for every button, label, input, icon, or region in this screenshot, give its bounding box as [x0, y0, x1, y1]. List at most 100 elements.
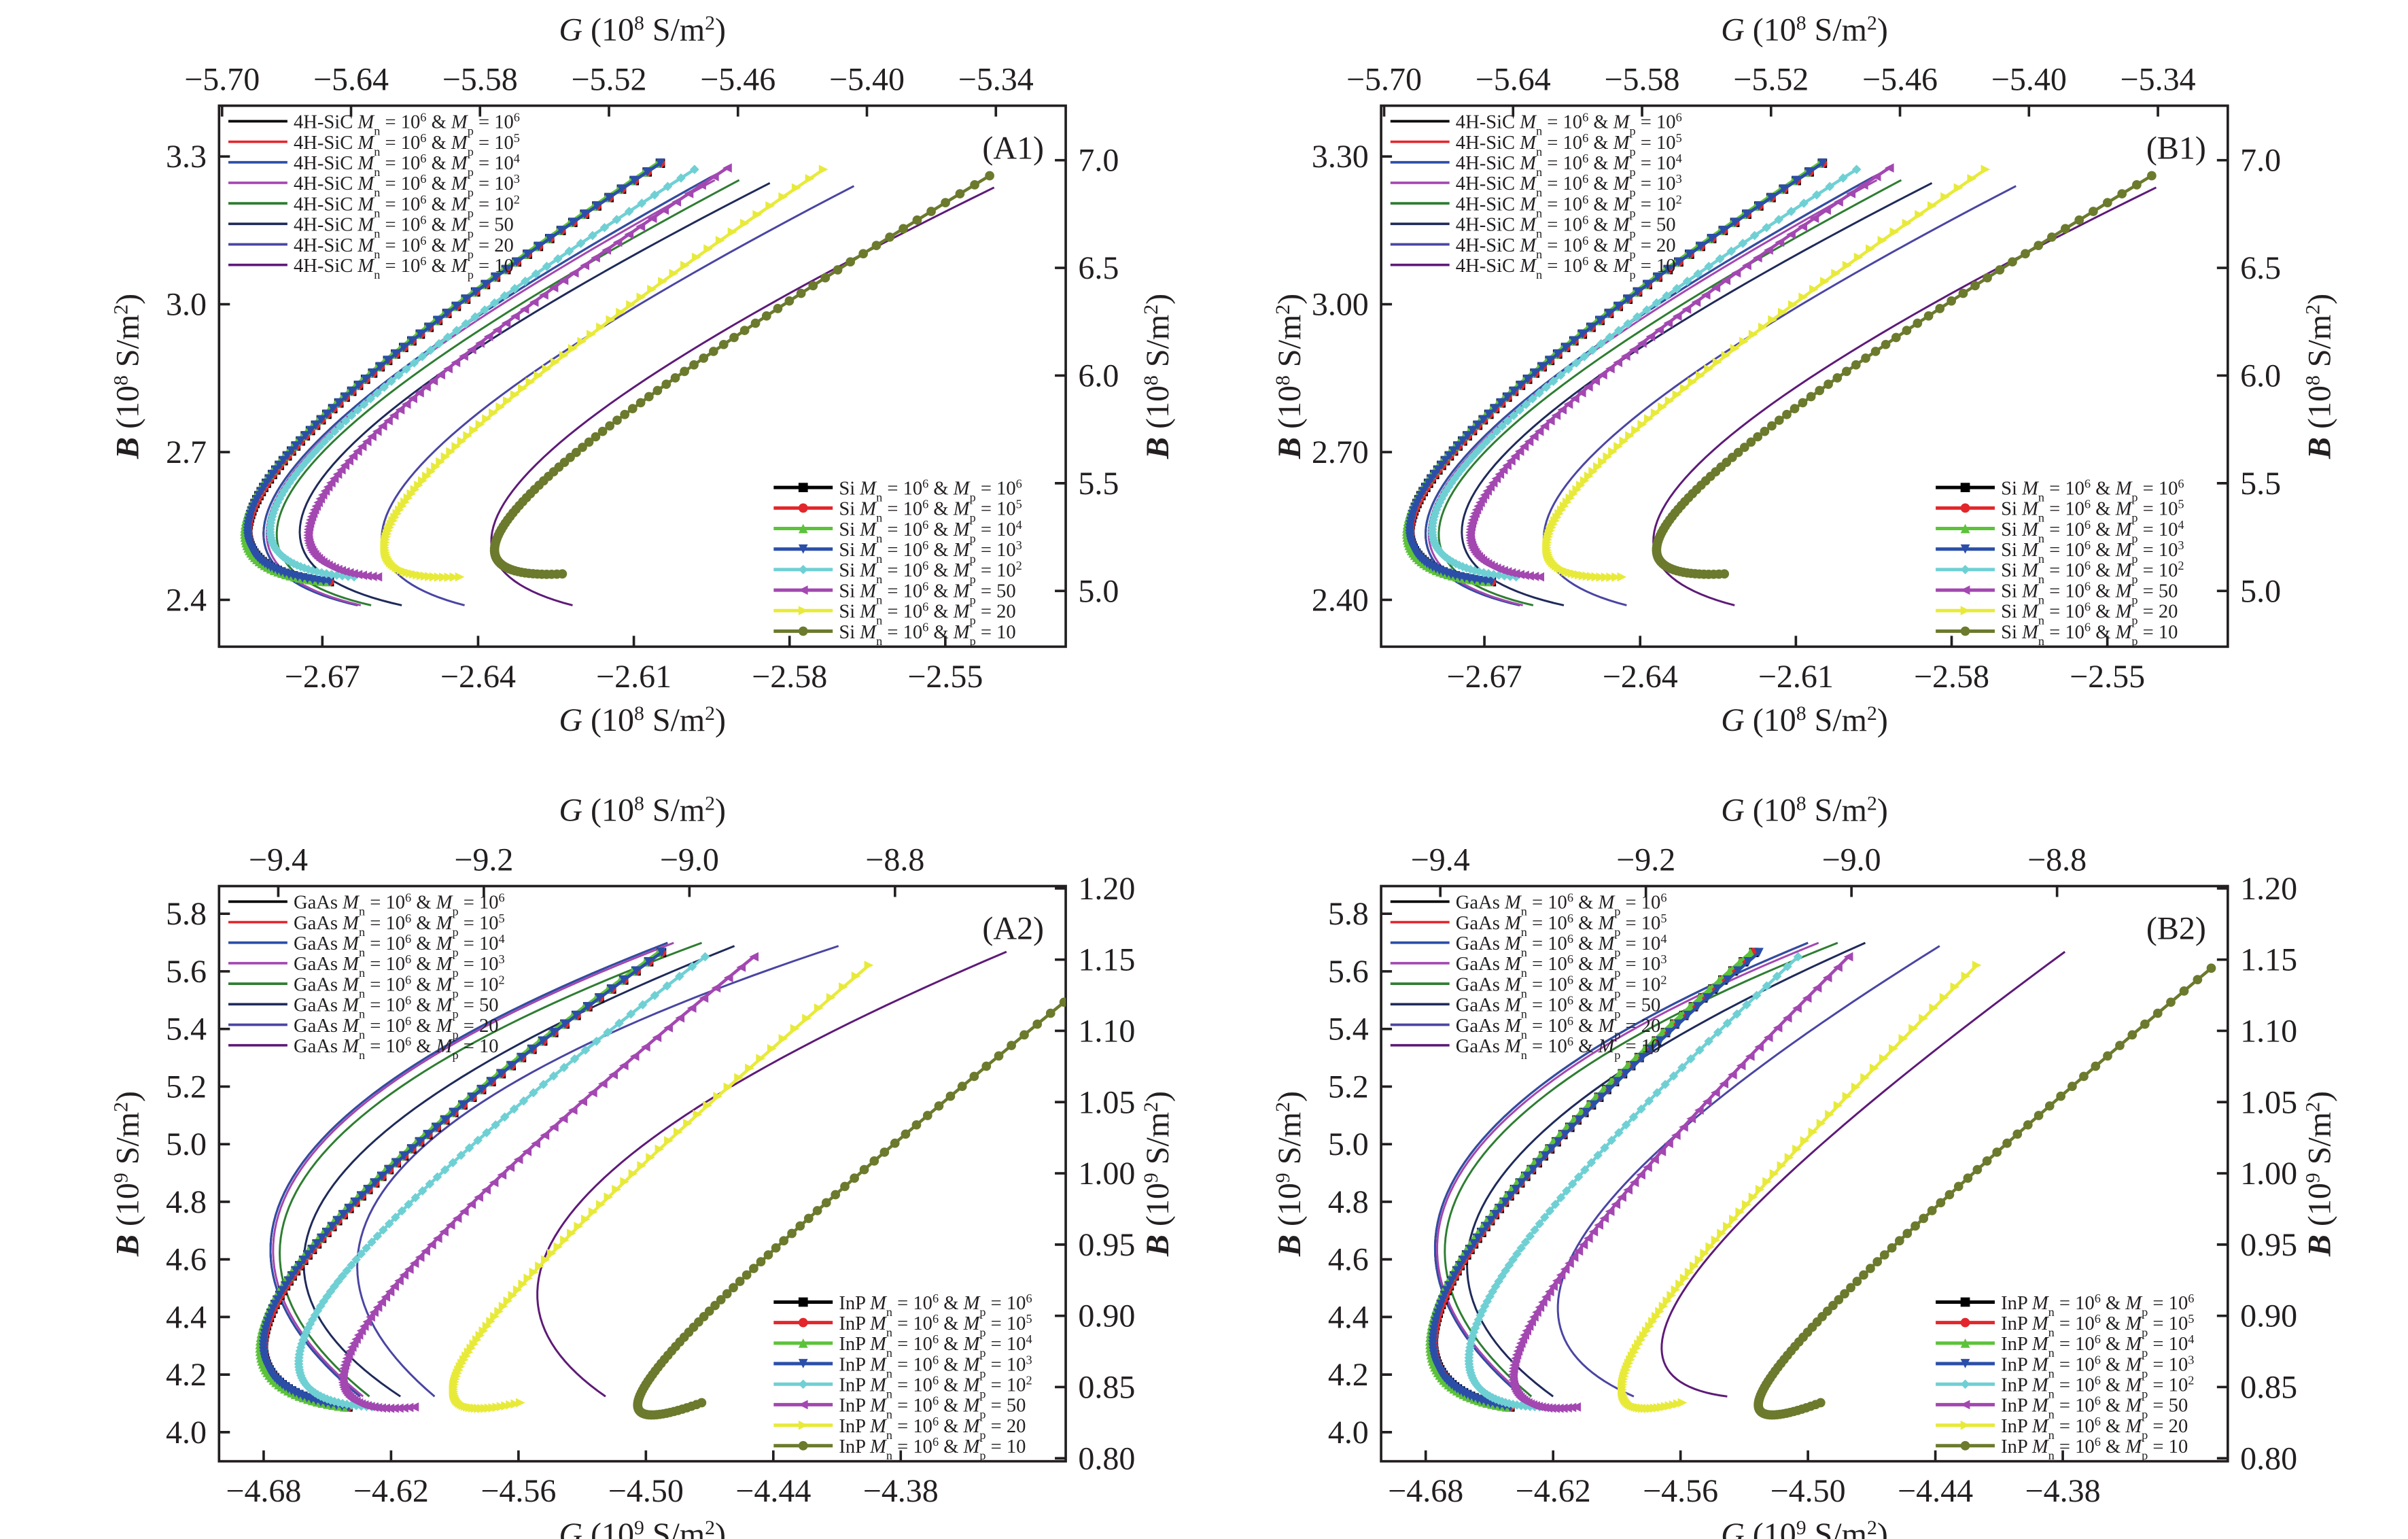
data-point [1923, 311, 1934, 321]
legend-label-part: 2 [514, 192, 520, 206]
data-point [482, 414, 491, 424]
data-point [1939, 992, 1949, 1003]
x-bottom-tick-label: −2.67 [285, 659, 360, 695]
legend-label-part: InP [839, 1396, 870, 1417]
data-point [569, 268, 579, 278]
x-top-tick-label: −8.8 [2027, 842, 2087, 878]
legend-label-part: = [474, 256, 494, 277]
data-point [641, 1042, 650, 1052]
data-point [442, 332, 453, 342]
data-point [629, 175, 640, 186]
data-point [778, 192, 788, 202]
data-point [1584, 471, 1594, 481]
data-point [1684, 1267, 1694, 1277]
data-point [597, 426, 608, 436]
legend-label-part: n [374, 227, 380, 241]
panel-tag: (B2) [2146, 910, 2206, 946]
data-point [1657, 1028, 1667, 1037]
data-point [1872, 1257, 1883, 1266]
legend-label-part: 10 [1007, 1354, 1026, 1375]
legend-label-part: 10 [2065, 560, 2084, 581]
x-bottom-tick-label: −4.56 [1643, 1473, 1718, 1509]
legend-label-part: p [970, 593, 976, 606]
data-point [510, 283, 520, 294]
data-point [307, 1245, 317, 1254]
data-point [1557, 405, 1567, 415]
data-point [1496, 398, 1506, 408]
data-point [1953, 183, 1964, 193]
data-point [1502, 460, 1512, 470]
data-point [375, 362, 385, 372]
data-point [1812, 190, 1821, 200]
data-point [680, 260, 690, 271]
data-point [722, 1289, 732, 1299]
legend-label-part: = [2148, 1354, 2168, 1375]
legend-label-part: p [2142, 1305, 2148, 1319]
legend-label-part: = [1620, 1016, 1641, 1037]
legend-label-part: = [976, 499, 996, 520]
y-left-tick-label: 4.6 [1328, 1242, 1369, 1278]
series-line-gaas-mp-10-2 [279, 941, 703, 1398]
data-point [1459, 1256, 1469, 1265]
data-point [1652, 298, 1662, 308]
data-point [1742, 260, 1751, 271]
legend-label-part: & [939, 1293, 963, 1314]
data-point [1798, 398, 1808, 408]
legend-label-part: & [2091, 560, 2115, 581]
data-point [407, 336, 417, 346]
legend-label-part: 6 [1567, 891, 1573, 905]
legend-label-part: = [474, 153, 494, 174]
data-point [1605, 332, 1615, 342]
data-point [473, 1135, 483, 1145]
data-point [655, 158, 665, 168]
axis-title-part: (10 [582, 12, 634, 48]
data-point [1524, 436, 1534, 447]
legend-label-part: 10 [1656, 194, 1676, 215]
legend-label: 4H-SiC Mn = 106 & Mp = 104 [294, 152, 520, 179]
axis-title-part: 8 [634, 12, 644, 34]
axis-title-part: ) [1877, 702, 1888, 738]
data-point [692, 252, 701, 262]
legend-label-part: 6 [420, 192, 426, 206]
data-point [399, 1270, 409, 1280]
legend-label-part: = [1620, 995, 1641, 1016]
legend-label-part: & [939, 1436, 963, 1457]
legend-label-part: & [1588, 133, 1613, 154]
data-point [372, 1231, 383, 1241]
data-point [1842, 366, 1851, 377]
data-point [410, 485, 420, 495]
x-bottom-tick-label: −4.68 [226, 1473, 301, 1509]
legend-label-part: Si [2001, 478, 2022, 499]
axis-title-part: S/m [109, 315, 145, 375]
legend-label-part: = [1636, 235, 1656, 256]
legend-marker [1960, 1379, 1970, 1389]
data-point [1486, 1215, 1496, 1226]
data-point [1746, 437, 1756, 447]
series-inp-mp-20 [449, 961, 874, 1413]
legend-label-part: 6 [2084, 600, 2091, 614]
y-right-tick-label: 0.95 [2240, 1227, 2297, 1263]
x-top-tick-label: −5.34 [958, 62, 1034, 98]
data-point [372, 388, 382, 398]
legend-label-part: 10 [903, 540, 923, 561]
data-point [1853, 252, 1864, 262]
data-point [464, 1347, 474, 1358]
legend-label-part: 5 [514, 131, 520, 145]
legend-label: GaAs Mn = 106 & Mp = 50 [1456, 994, 1661, 1021]
data-point [1763, 1033, 1773, 1042]
data-point [673, 1127, 683, 1137]
axis-title-part: ) [2302, 1091, 2338, 1102]
legend-label-part: 6 [420, 152, 426, 165]
data-point [443, 364, 453, 374]
data-point [1429, 1325, 1439, 1334]
data-point [1437, 460, 1446, 470]
data-point [467, 1092, 477, 1103]
data-point [1595, 315, 1605, 326]
legend-label-part: n [359, 1028, 365, 1041]
legend-label-part: = [976, 602, 996, 623]
data-point [1673, 1019, 1683, 1029]
legend-label-part: p [1630, 165, 1636, 179]
legend-label-part: Si [2001, 540, 2022, 561]
legend-label-part: 4H-SiC [1456, 215, 1520, 236]
legend-label-part: = [365, 974, 385, 995]
